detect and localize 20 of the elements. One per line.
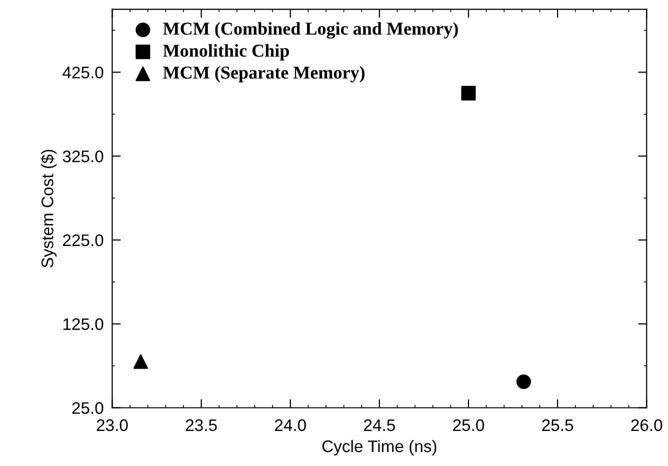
point (133, 354, 148, 369)
x-axis-title: Cycle Time (ns) (322, 440, 436, 456)
legend-label: MCM (Separate Memory) (163, 66, 365, 82)
x-tick-label: 24.0 (274, 419, 306, 432)
legend-label: Monolithic Chip (163, 44, 289, 60)
y-tick-label: 425.0 (62, 66, 104, 78)
x-tick-label: 23.0 (96, 419, 128, 432)
y-tick-label: 325.0 (62, 150, 104, 162)
y-tick-label: 125.0 (63, 318, 104, 330)
x-tick-label: 25.5 (542, 419, 574, 432)
x-tick-label: 25.0 (453, 419, 484, 432)
y-tick-label: 225.0 (63, 234, 104, 246)
x-tick-label: 23.5 (186, 419, 217, 432)
x-tick-label: 24.5 (364, 419, 395, 432)
x-tick-label: 26.0 (631, 419, 662, 432)
point (516, 374, 531, 390)
y-axis-title: System Cost ($) (40, 150, 57, 268)
legend-label: MCM (Combined Logic and Memory) (163, 22, 458, 39)
point (461, 86, 476, 100)
y-tick-label: 25.0 (72, 402, 104, 414)
